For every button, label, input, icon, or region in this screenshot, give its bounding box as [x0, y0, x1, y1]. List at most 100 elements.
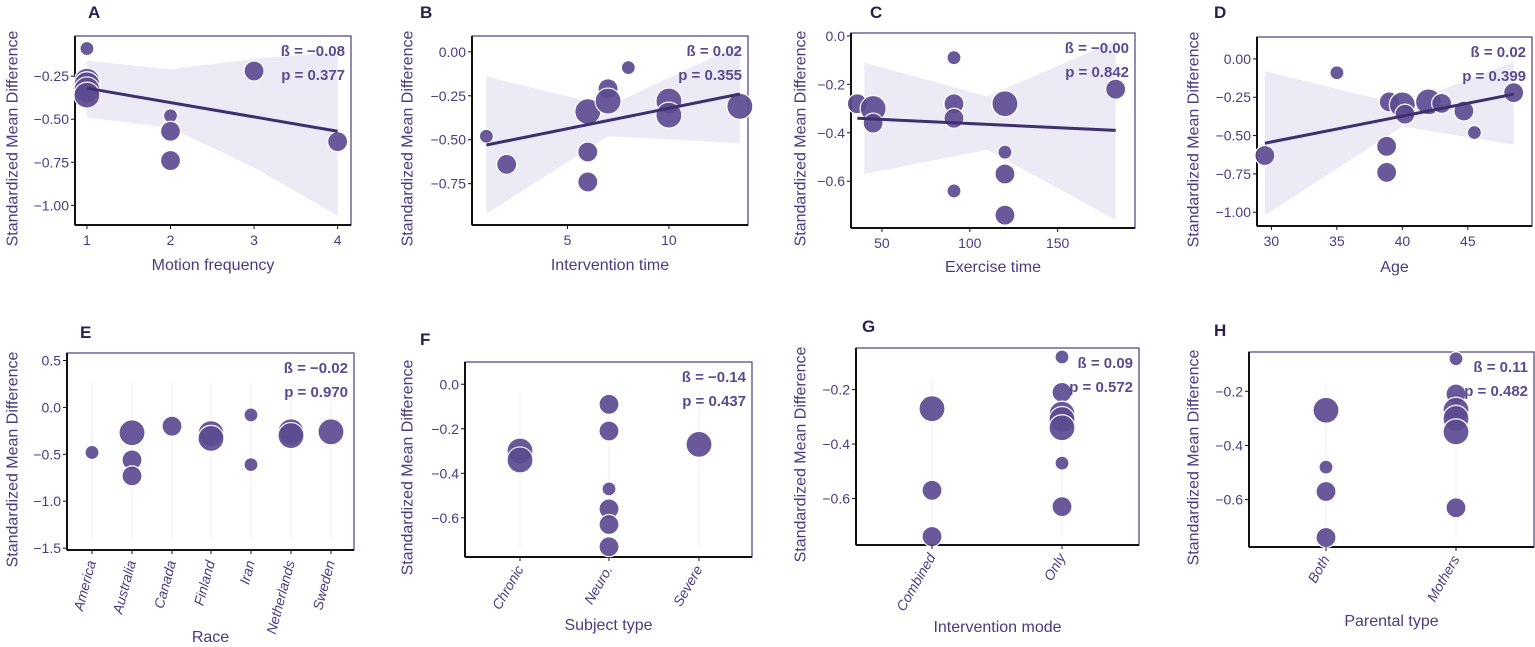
y-axis-label: Standardized Mean Difference [1186, 349, 1203, 565]
y-axis-label: Standardized Mean Difference [400, 359, 417, 575]
x-tick-label: Neuro. [581, 563, 616, 607]
panel-b: 0.00 −0.25 −0.50 −0.75 5 10 B Intervention time… [400, 3, 754, 274]
y-tick-label: −0.4 [822, 436, 850, 452]
y-tick-label: −1.0 [33, 493, 61, 509]
beta-annotation: ß = 0.02 [687, 43, 742, 60]
x-tick-label: Finland [191, 557, 219, 607]
panel-label: H [1214, 321, 1226, 340]
x-tick-label: America [70, 558, 99, 613]
data-point [921, 479, 943, 501]
y-tick-label: −0.6 [1215, 492, 1243, 508]
x-axis-label: Race [192, 629, 229, 646]
y-axis-label: Standardized Mean Difference [793, 30, 810, 246]
regression-line [857, 116, 1116, 132]
data-point [598, 393, 620, 415]
x-axis-label: Subject type [564, 617, 652, 634]
data-point [1051, 496, 1073, 518]
y-tick-label: 0.0 [826, 28, 846, 44]
data-point [118, 419, 146, 447]
x-tick-label: 30 [1264, 233, 1280, 249]
data-point [506, 446, 534, 474]
x-tick-label: 10 [661, 232, 677, 248]
x-tick-label: 50 [874, 235, 890, 251]
data-point [994, 163, 1016, 185]
data-point [73, 81, 101, 109]
panel-label: G [862, 317, 875, 336]
y-tick-label: −0.75 [1216, 166, 1252, 182]
y-axis-label: Standardized Mean Difference [400, 30, 417, 246]
plot-frame [1248, 351, 1535, 548]
data-point [84, 444, 100, 461]
x-tick-label: Chronic [489, 563, 527, 613]
y-axis-label: Standardized Mean Difference [5, 351, 22, 567]
data-point [594, 87, 622, 115]
panel-label: F [420, 330, 430, 349]
y-tick-label: −0.50 [431, 132, 467, 148]
beta-annotation: ß = 0.11 [1473, 359, 1528, 376]
y-axis-label: Standardized Mean Difference [1186, 31, 1203, 247]
data-point [577, 141, 599, 163]
y-tick-label: −0.6 [817, 173, 845, 189]
x-tick-label: Iran [236, 558, 258, 586]
data-point [243, 60, 265, 82]
p-value-annotation: p = 0.355 [678, 67, 742, 84]
data-point [598, 513, 620, 536]
data-point [327, 131, 349, 153]
panel-label: C [870, 3, 882, 22]
x-tick-label: 45 [1460, 233, 1476, 249]
p-value-annotation: p = 0.842 [1065, 64, 1129, 81]
x-tick-label: 100 [958, 235, 982, 251]
y-tick-label: −0.4 [1215, 437, 1243, 453]
p-value-annotation: p = 0.572 [1069, 379, 1133, 396]
panel-h: −0.2 −0.4 −0.6 Both Mothers H Parental type Sta… [1186, 321, 1535, 630]
data-point [243, 457, 259, 473]
y-tick-label: −1.00 [1216, 204, 1252, 220]
data-point [1466, 124, 1482, 141]
panel-label: D [1214, 3, 1226, 22]
data-point [1329, 65, 1345, 81]
panel-label: B [420, 3, 432, 22]
panel-a: −0.25 −0.50 −0.75 −1.00 1 2 3 4 A Motion frequenc… [5, 3, 352, 274]
panel-e: 0.5 0.0 −0.5 −1.0 −1.5 America Australia Canada… [5, 323, 355, 646]
data-point [918, 395, 946, 423]
x-tick-label: 3 [250, 232, 258, 248]
data-point [1054, 349, 1070, 365]
panel-g: −0.2 −0.4 −0.6 Combined Only G Intervention mo… [793, 317, 1140, 636]
plot-frame [855, 347, 1140, 546]
y-tick-label: −0.2 [431, 421, 459, 437]
p-value-annotation: p = 0.970 [284, 384, 348, 401]
data-point [862, 112, 884, 134]
data-point [1054, 455, 1070, 471]
data-point [1318, 459, 1334, 475]
p-value-annotation: p = 0.399 [1462, 68, 1526, 85]
x-tick-label: Combined [893, 549, 939, 613]
data-point [991, 90, 1019, 118]
x-axis-label: Parental type [1344, 613, 1438, 630]
y-tick-label: −0.25 [34, 68, 70, 84]
y-tick-label: −0.2 [817, 76, 845, 92]
regression-line [486, 92, 741, 147]
x-tick-label: 5 [564, 232, 572, 248]
data-point [496, 153, 518, 175]
x-axis-label: Exercise time [945, 259, 1041, 276]
y-tick-label: −0.4 [431, 465, 459, 481]
data-point [921, 525, 943, 548]
y-tick-label: −1.5 [33, 540, 61, 556]
p-value-annotation: p = 0.437 [682, 393, 746, 410]
data-point [79, 40, 95, 57]
x-tick-label: 4 [334, 232, 342, 248]
data-point [277, 421, 305, 450]
y-tick-label: −0.2 [822, 382, 850, 398]
data-point [1315, 526, 1337, 549]
data-point [159, 149, 182, 172]
x-tick-label: Canada [151, 558, 179, 610]
y-tick-label: 0.0 [42, 399, 62, 415]
x-tick-label: Mothers [1423, 553, 1462, 605]
y-tick-label: −0.75 [431, 176, 467, 192]
data-point [1503, 82, 1525, 104]
y-axis-label: Standardized Mean Difference [5, 30, 22, 246]
data-point [1254, 144, 1276, 167]
y-tick-label: −0.50 [1216, 128, 1252, 144]
data-point [1376, 161, 1398, 183]
data-point [162, 108, 179, 124]
